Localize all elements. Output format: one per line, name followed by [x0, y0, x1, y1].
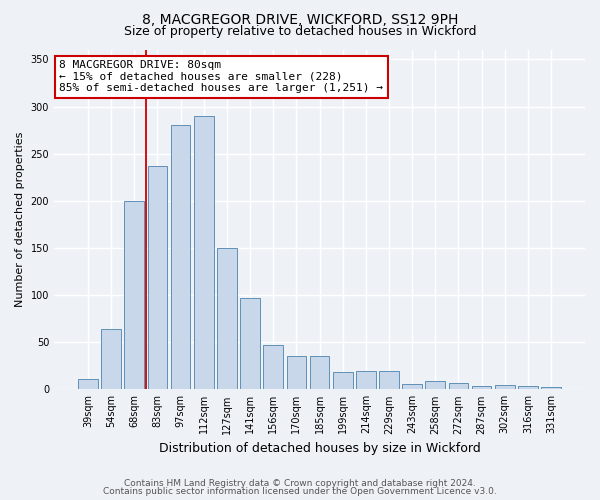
Bar	[495, 384, 515, 390]
Text: Contains public sector information licensed under the Open Government Licence v3: Contains public sector information licen…	[103, 487, 497, 496]
Bar	[310, 356, 329, 390]
Bar	[541, 388, 561, 390]
Bar	[379, 372, 399, 390]
Bar	[449, 382, 468, 390]
Bar	[217, 248, 237, 390]
Text: Size of property relative to detached houses in Wickford: Size of property relative to detached ho…	[124, 25, 476, 38]
Bar	[333, 372, 353, 390]
Bar	[263, 345, 283, 390]
Text: Contains HM Land Registry data © Crown copyright and database right 2024.: Contains HM Land Registry data © Crown c…	[124, 478, 476, 488]
Bar	[356, 372, 376, 390]
Bar	[402, 384, 422, 390]
Bar	[287, 356, 306, 390]
X-axis label: Distribution of detached houses by size in Wickford: Distribution of detached houses by size …	[158, 442, 481, 455]
Bar	[425, 381, 445, 390]
Bar	[472, 386, 491, 390]
Bar	[78, 379, 98, 390]
Bar	[101, 329, 121, 390]
Bar	[124, 201, 144, 390]
Text: 8, MACGREGOR DRIVE, WICKFORD, SS12 9PH: 8, MACGREGOR DRIVE, WICKFORD, SS12 9PH	[142, 12, 458, 26]
Bar	[194, 116, 214, 390]
Bar	[148, 166, 167, 390]
Bar	[171, 126, 190, 390]
Text: 8 MACGREGOR DRIVE: 80sqm
← 15% of detached houses are smaller (228)
85% of semi-: 8 MACGREGOR DRIVE: 80sqm ← 15% of detach…	[59, 60, 383, 94]
Y-axis label: Number of detached properties: Number of detached properties	[15, 132, 25, 308]
Bar	[240, 298, 260, 390]
Bar	[518, 386, 538, 390]
